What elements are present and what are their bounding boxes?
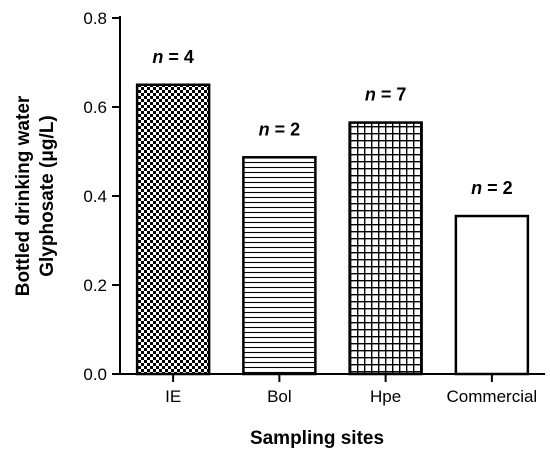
bar-count-label: n = 4 [152,47,194,67]
y-axis-ticks: 0.0 0.2 0.4 0.6 0.8 [83,9,120,384]
bar-count-label: n = 7 [365,85,407,105]
y-axis-title: Bottled drinking water Glyphosate (μg/L) [13,95,58,296]
x-tick-label: Bol [267,387,292,406]
bar-bol [242,156,317,376]
y-tick-label: 0.6 [83,98,107,117]
bar-count-label: n = 2 [471,178,513,198]
x-tick-label: Hpe [370,387,401,406]
x-tick-label: Commercial [447,387,538,406]
y-tick-label: 0.2 [83,276,107,295]
bar-commercial [454,214,530,376]
bar-count-label: n = 2 [259,119,301,139]
x-axis-ticks: IE Bol Hpe Commercial [165,374,537,406]
y-tick-label: 0.0 [83,365,107,384]
y-axis-title-line-2: Glyphosate (μg/L) [37,115,58,277]
bar-ie [135,83,211,376]
y-tick-label: 0.8 [83,9,107,28]
x-tick-label: IE [165,387,181,406]
x-axis-title: Sampling sites [250,428,384,449]
bar-count-labels: n = 4 n = 2 n = 7 n = 2 [152,47,512,198]
bar-hpe [348,121,423,376]
y-tick-label: 0.4 [83,187,107,206]
y-axis-title-line-1: Bottled drinking water [13,95,34,296]
bars [135,83,530,376]
